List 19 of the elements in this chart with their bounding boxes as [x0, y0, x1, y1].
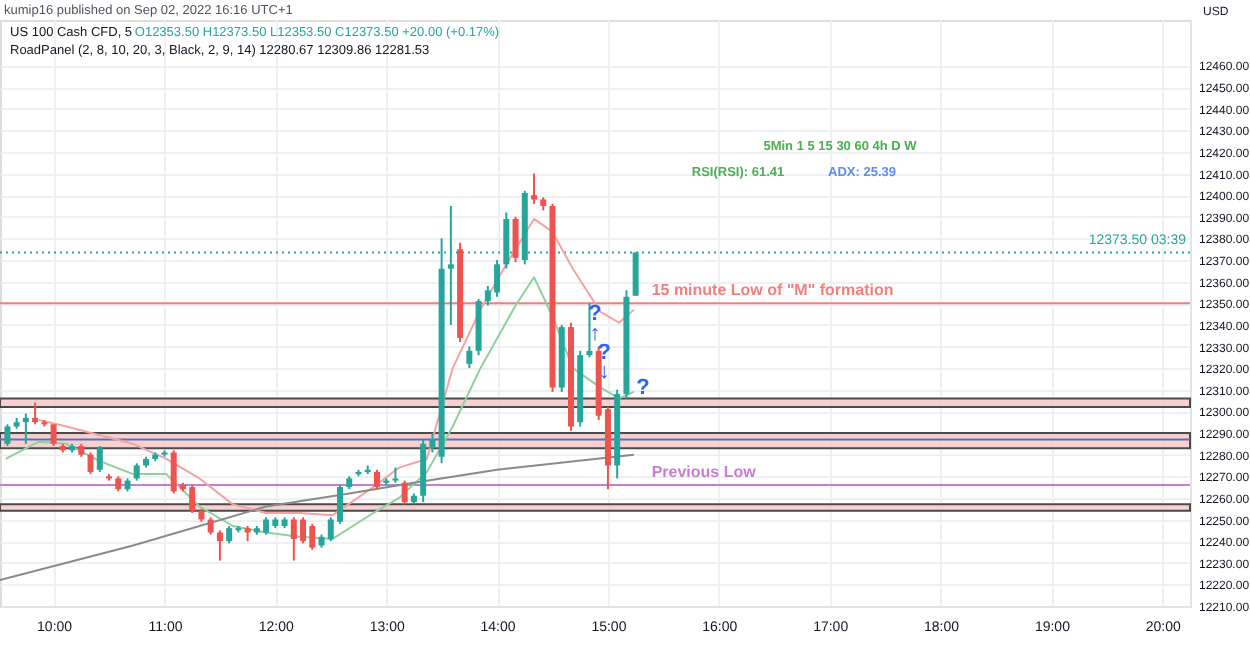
candlestick — [22, 412, 29, 445]
ref-line-label: Previous Low — [651, 462, 758, 481]
candlestick — [87, 451, 94, 476]
candlestick — [466, 345, 473, 370]
candlestick — [4, 423, 11, 447]
ref-line-label: 15 minute Low of "M" formation — [651, 281, 894, 300]
line-series — [0, 453, 635, 582]
candlestick — [96, 444, 103, 473]
line-series — [4, 276, 635, 540]
annotation: ↑ — [589, 321, 601, 346]
annotation: ? — [636, 375, 651, 400]
candlestick — [373, 468, 380, 491]
candlestick — [512, 215, 519, 264]
candlestick — [32, 401, 39, 426]
candlestick — [447, 204, 454, 326]
candlestick — [216, 529, 223, 562]
candlestick — [401, 479, 408, 506]
candlestick — [50, 423, 57, 447]
candlestick — [531, 172, 538, 205]
